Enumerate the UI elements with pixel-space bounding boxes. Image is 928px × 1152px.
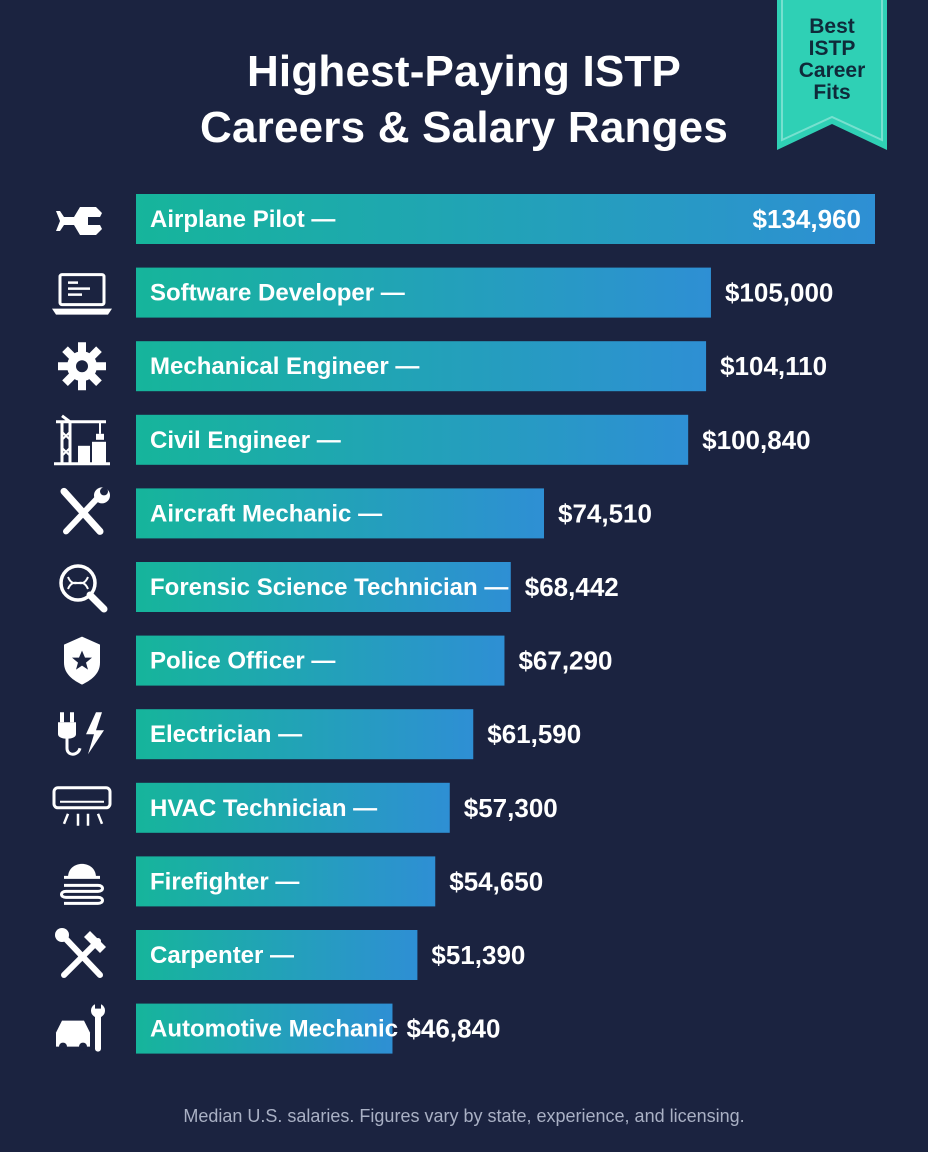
category-label: HVAC Technician —: [150, 795, 377, 822]
bar: [136, 267, 711, 318]
value-label: $51,390: [431, 940, 525, 970]
title-line-1: Highest-Paying ISTP: [246, 47, 682, 96]
category-label: Aircraft Mechanic —: [150, 500, 382, 527]
ribbon-line: ISTP: [808, 37, 856, 60]
category-label: Airplane Pilot —: [150, 206, 335, 233]
wrench-screwdriver-icon: [60, 487, 110, 535]
footnote: Median U.S. salaries. Figures vary by st…: [183, 1106, 745, 1126]
category-label: Automotive Mechanic: [150, 1016, 398, 1043]
category-label: Carpenter —: [150, 942, 294, 969]
value-label: $100,840: [702, 425, 810, 455]
category-label: Firefighter —: [150, 868, 299, 895]
airplane-icon: [56, 207, 102, 235]
value-label: $67,290: [518, 646, 612, 676]
best-fits-ribbon: Best ISTP Career Fits: [777, 0, 887, 150]
value-label: $54,650: [449, 866, 543, 896]
bar: [136, 709, 474, 760]
value-label: $46,840: [406, 1014, 500, 1044]
value-label: $104,110: [720, 351, 827, 381]
gear-icon: [58, 342, 106, 391]
air-conditioner-icon: [52, 786, 112, 826]
bar: [136, 856, 436, 907]
car-wrench-icon: [56, 1002, 105, 1052]
category-label: Electrician —: [150, 721, 302, 748]
laptop-code-icon: [52, 273, 112, 315]
category-label: Civil Engineer —: [150, 427, 341, 454]
ribbon-shape: [777, 0, 887, 150]
bar: [136, 488, 544, 539]
value-label: $105,000: [725, 278, 833, 308]
category-label: Forensic Science Technician —: [150, 574, 508, 601]
bar: [136, 194, 875, 244]
bar: [136, 635, 505, 686]
ribbon-line: Career: [798, 59, 866, 82]
category-label: Mechanical Engineer —: [150, 353, 419, 380]
value-label: $57,300: [464, 793, 558, 823]
dna-magnifier-icon: [59, 564, 108, 613]
value-label: $134,960: [753, 204, 861, 234]
value-label: $61,590: [487, 719, 581, 749]
firefighter-helmet-hose-icon: [60, 863, 104, 905]
category-label: Software Developer —: [150, 280, 405, 307]
bar: [136, 930, 418, 980]
bar: [136, 341, 707, 392]
chart-title: Highest-Paying ISTP Careers & Salary Ran…: [0, 44, 928, 156]
bar: [136, 414, 689, 465]
title-line-2: Careers & Salary Ranges: [199, 103, 728, 152]
construction-crane-icon: [54, 414, 110, 466]
bar: [136, 1003, 393, 1054]
police-badge-icon: [64, 636, 100, 685]
ribbon-text: Best ISTP Career Fits: [777, 16, 887, 104]
ribbon-line: Fits: [813, 81, 851, 104]
hammer-wrench-icon: [55, 928, 106, 978]
electric-plug-icon: [58, 712, 104, 756]
value-label: $74,510: [558, 498, 652, 528]
ribbon-line: Best: [809, 15, 855, 38]
bar: [136, 782, 450, 833]
category-label: Police Officer —: [150, 648, 335, 675]
bar: [136, 562, 511, 612]
value-label: $68,442: [525, 572, 619, 602]
